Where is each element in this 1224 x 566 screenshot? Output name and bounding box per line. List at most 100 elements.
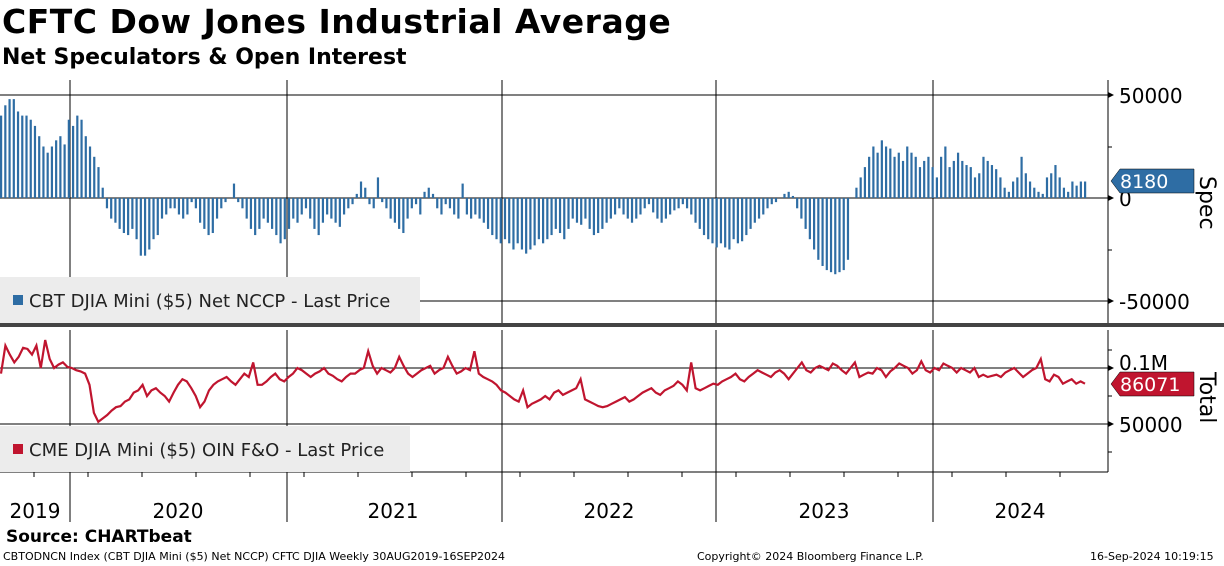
spec-bar	[630, 198, 634, 223]
spec-bar	[1012, 181, 1015, 198]
spec-bar	[808, 198, 811, 240]
spec-bar	[486, 198, 490, 229]
spec-bar	[207, 198, 210, 236]
x-tick-label: 2022	[584, 499, 635, 523]
spec-bar	[508, 198, 511, 244]
spec-bar	[842, 198, 845, 271]
spec-bar	[287, 198, 291, 229]
spec-bar	[550, 198, 553, 236]
spec-bar	[626, 198, 629, 219]
spec-bar	[986, 160, 989, 198]
spec-bar	[995, 169, 998, 198]
spec-bar	[859, 177, 862, 198]
pane-separator	[0, 323, 1224, 327]
spec-bar	[584, 198, 587, 219]
spec-bar	[381, 198, 384, 203]
spec-bar	[580, 198, 583, 225]
spec-bar	[685, 198, 689, 209]
spec-bar	[529, 198, 532, 250]
spec-bar	[609, 198, 612, 219]
spec-bar	[770, 198, 773, 205]
spec-bar	[177, 198, 181, 215]
spec-bar	[1016, 177, 1019, 198]
spec-bar	[1028, 181, 1032, 198]
spec-bar	[376, 177, 380, 198]
spec-bar	[931, 167, 934, 198]
spec-bar	[846, 198, 850, 260]
spec-bar	[1067, 191, 1070, 198]
spec-bar	[0, 115, 3, 198]
spec-bar	[694, 198, 697, 223]
spec-bar	[139, 198, 142, 256]
spec-bar	[148, 198, 151, 250]
spec-bar	[956, 152, 960, 198]
spec-bar	[618, 198, 621, 209]
spec-bar	[385, 198, 388, 209]
spec-bar	[131, 198, 134, 229]
spec-bar	[855, 187, 858, 198]
spec-bar	[406, 198, 409, 219]
spec-bar	[342, 198, 346, 215]
y-tick-label: 50000	[1119, 413, 1183, 437]
spec-bar	[55, 140, 58, 198]
spec-bar	[1037, 191, 1040, 198]
spec-bar	[664, 198, 667, 219]
spec-bar	[724, 198, 727, 248]
spec-bar	[470, 198, 473, 219]
spec-bar	[465, 198, 468, 215]
spec-bar	[982, 156, 985, 198]
spec-bar	[927, 156, 930, 198]
spec-bar	[906, 146, 909, 198]
spec-bar	[825, 198, 828, 271]
spec-bar	[923, 160, 926, 198]
spec-bar	[478, 198, 481, 219]
spec-bar	[834, 198, 837, 275]
spec-bar	[1058, 177, 1061, 198]
spec-bar	[355, 193, 358, 198]
spec-bar	[918, 167, 922, 198]
spec-bar	[601, 198, 604, 229]
spec-legend-box	[0, 277, 420, 323]
spec-bar	[160, 198, 164, 219]
spec-bar	[605, 198, 608, 223]
spec-bar	[736, 198, 739, 244]
spec-bar	[8, 99, 11, 198]
spec-bar	[707, 198, 710, 240]
spec-bar	[224, 198, 227, 203]
spec-bar	[127, 198, 130, 236]
spec-bar	[719, 198, 723, 244]
spec-bar	[12, 99, 15, 198]
source-label: Source: CHARTbeat	[6, 527, 192, 547]
spec-bar	[884, 146, 888, 198]
spec-bar	[169, 198, 172, 209]
spec-bar	[105, 198, 109, 209]
spec-bar	[813, 198, 816, 250]
x-tick-label: 2023	[799, 499, 850, 523]
spec-bar	[457, 198, 460, 219]
total-legend-label: CME DJIA Mini ($5) OIN F&O - Last Price	[29, 440, 384, 461]
spec-bar	[42, 146, 45, 198]
spec-bar	[410, 198, 413, 209]
spec-bar	[482, 198, 485, 223]
spec-bar	[952, 160, 955, 198]
spec-bar	[702, 198, 706, 236]
x-tick-label: 2019	[10, 499, 61, 523]
spec-bar	[71, 125, 75, 198]
spec-bar	[29, 119, 32, 198]
spec-bar	[575, 198, 579, 223]
total-legend-swatch	[13, 444, 23, 454]
spec-bar	[304, 198, 308, 209]
spec-bar	[389, 198, 392, 219]
spec-bar	[660, 198, 663, 223]
spec-bar	[698, 198, 701, 229]
spec-legend-label: CBT DJIA Mini ($5) Net NCCP - Last Price	[29, 291, 390, 312]
spec-bar	[838, 198, 841, 273]
spec-bar	[512, 198, 515, 250]
spec-bar	[554, 198, 557, 229]
spec-bar	[829, 198, 833, 273]
spec-bar	[669, 198, 672, 215]
axis-tick-arrow	[1108, 92, 1114, 98]
spec-bar	[1045, 177, 1049, 198]
spec-bar	[732, 198, 735, 240]
spec-bar	[338, 198, 341, 227]
